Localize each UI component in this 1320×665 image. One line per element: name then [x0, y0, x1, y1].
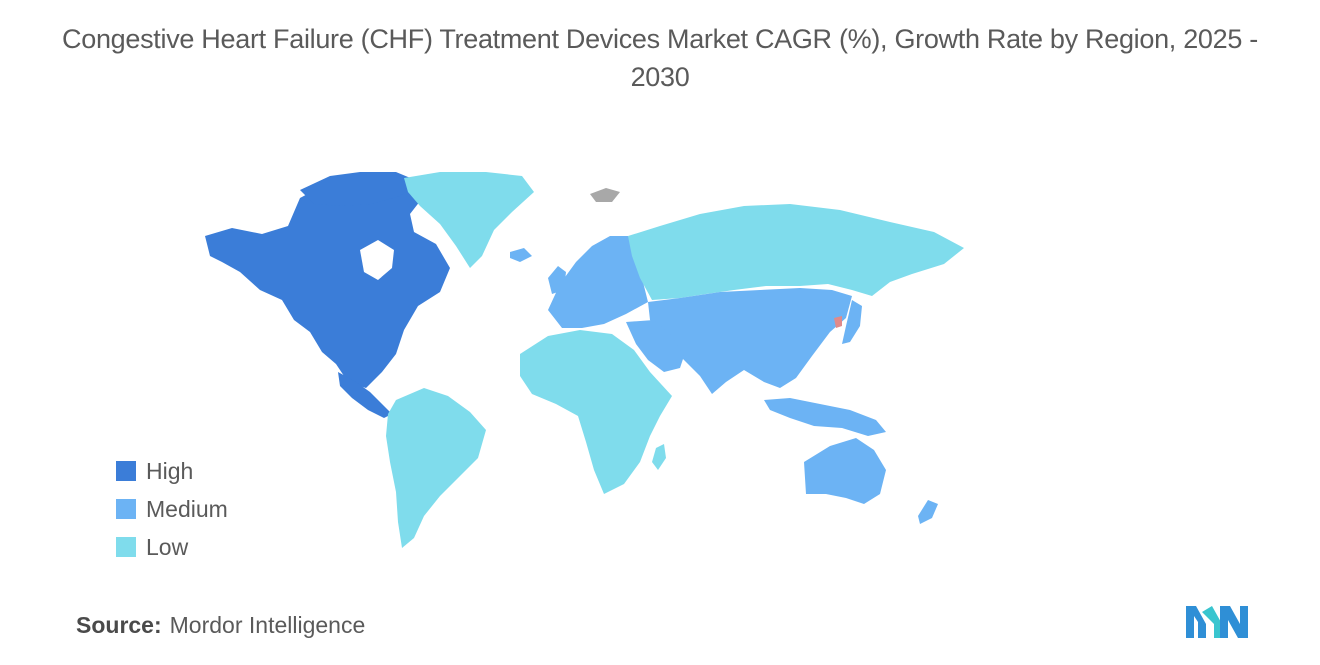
land-uk	[548, 266, 566, 294]
hudson-bay	[360, 240, 394, 280]
land-greenland	[404, 172, 534, 268]
chart-title: Congestive Heart Failure (CHF) Treatment…	[62, 24, 1258, 92]
source-value: Mordor Intelligence	[169, 612, 366, 638]
legend-item-medium: Medium	[116, 490, 228, 528]
land-arctic-islands	[300, 172, 420, 206]
land-southeast-asia	[764, 398, 886, 436]
legend-item-low: Low	[116, 528, 228, 566]
legend-swatch-low	[116, 537, 136, 557]
mordor-intelligence-logo	[1186, 606, 1248, 638]
legend: High Medium Low	[116, 452, 228, 566]
land-japan	[842, 300, 862, 344]
land-africa	[520, 330, 672, 494]
land-korea	[834, 316, 842, 328]
legend-label: Low	[146, 533, 189, 560]
source-label: Source:	[76, 612, 162, 638]
land-south-america	[386, 388, 486, 548]
land-north-america	[205, 176, 450, 388]
legend-swatch-high	[116, 461, 136, 481]
legend-swatch-medium	[116, 499, 136, 519]
land-australia	[804, 438, 886, 504]
land-europe	[548, 236, 648, 328]
land-central-america	[338, 372, 392, 418]
legend-label: Medium	[146, 495, 228, 522]
legend-item-high: High	[116, 452, 228, 490]
region-north-america	[205, 172, 450, 418]
land-madagascar	[652, 444, 666, 470]
land-asia	[648, 288, 852, 394]
land-middle-east	[626, 320, 684, 372]
land-iceland	[510, 248, 532, 262]
legend-label: High	[146, 457, 194, 484]
land-russia	[628, 204, 964, 300]
source-credit: Source: Mordor Intelligence	[76, 612, 365, 639]
land-new-zealand	[918, 500, 938, 524]
land-svalbard	[590, 188, 620, 202]
